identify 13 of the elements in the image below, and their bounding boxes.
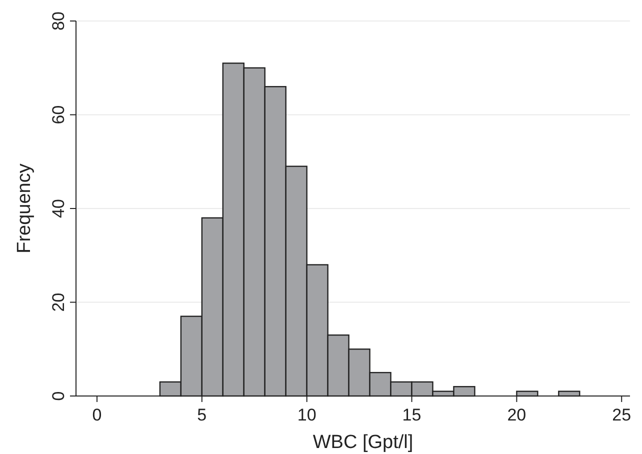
x-tick-label: 20 bbox=[507, 405, 526, 424]
x-axis-title: WBC [Gpt/l] bbox=[312, 432, 414, 453]
x-tick-label: 0 bbox=[92, 405, 102, 424]
x-tick-label: 10 bbox=[297, 405, 316, 424]
y-tick-label: 0 bbox=[49, 391, 68, 401]
x-tick-label: 15 bbox=[402, 405, 422, 424]
y-tick-label: 20 bbox=[49, 292, 68, 312]
y-tick-label: 40 bbox=[49, 199, 68, 218]
y-axis-title: Frequency bbox=[14, 163, 35, 254]
y-tick-label: 80 bbox=[49, 12, 68, 30]
x-tick-label: 5 bbox=[197, 405, 207, 424]
y-tick-label: 60 bbox=[49, 105, 68, 124]
x-tick-label: 25 bbox=[612, 405, 632, 424]
